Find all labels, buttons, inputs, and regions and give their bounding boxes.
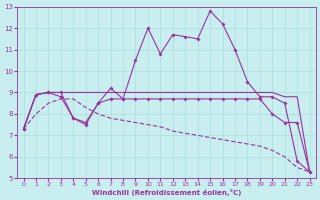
X-axis label: Windchill (Refroidissement éolien,°C): Windchill (Refroidissement éolien,°C): [92, 189, 241, 196]
